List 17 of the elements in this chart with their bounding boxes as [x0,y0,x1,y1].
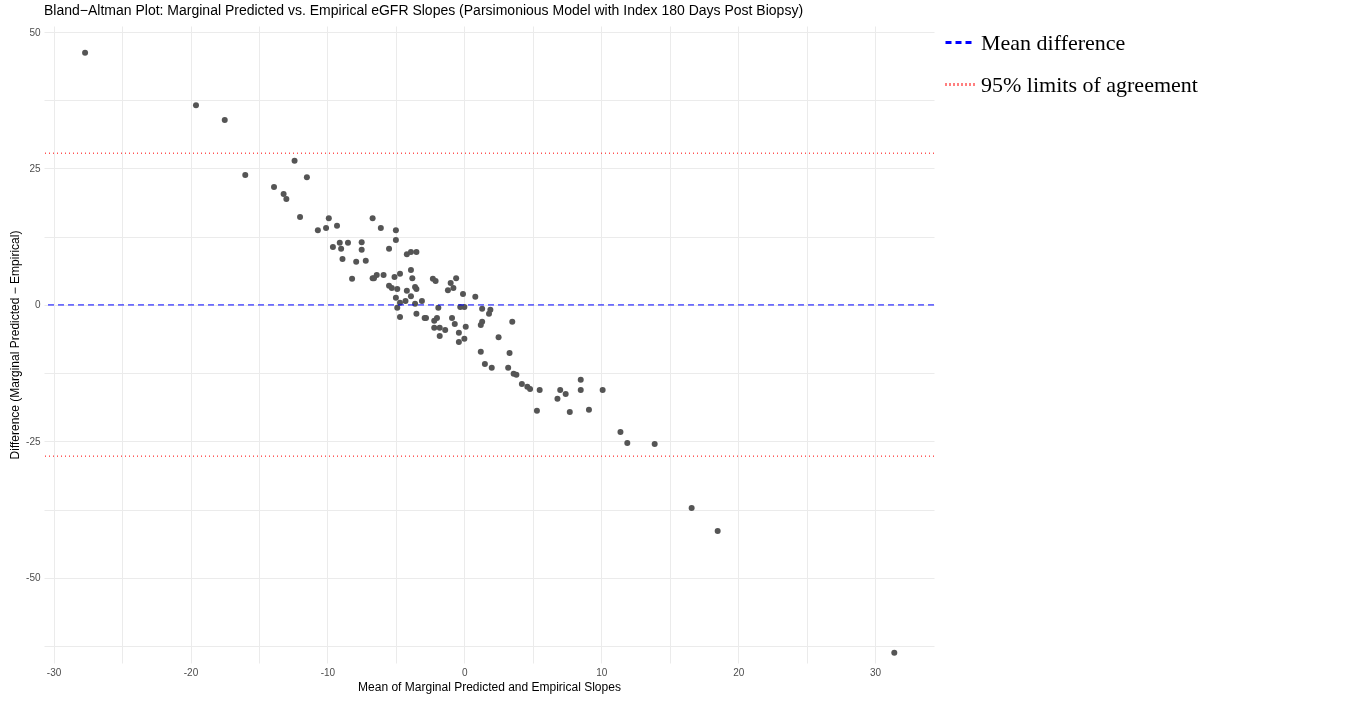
x-tick-label: -30 [46,666,62,678]
y-tick-label: -50 [26,572,41,584]
x-tick-label: -10 [320,666,336,678]
x-tick-label: 0 [462,666,469,678]
legend-label: 95% limits of agreement [981,71,1198,97]
y-tick-label: -25 [26,435,41,447]
y-tick-label: 50 [29,26,41,38]
y-tick-label: 0 [34,299,41,311]
x-tick-label: 10 [596,666,608,678]
y-tick-label: 25 [29,162,41,174]
legend-label: Mean difference [981,29,1126,55]
x-tick-label: 30 [870,666,882,678]
y-axis-title: Difference (Marginal Predicted − Empirical) [8,230,23,460]
x-axis-title: Mean of Marginal Predicted and Empirical Slopes [358,679,621,694]
x-tick-label: -20 [183,666,199,678]
chart-title: Bland−Altman Plot: Marginal Predicted vs. Empirical eGFR Slopes (Parsimonious Model with Index 180 Days Post Biopsy) [44,2,804,18]
x-tick-label: 20 [733,666,745,678]
